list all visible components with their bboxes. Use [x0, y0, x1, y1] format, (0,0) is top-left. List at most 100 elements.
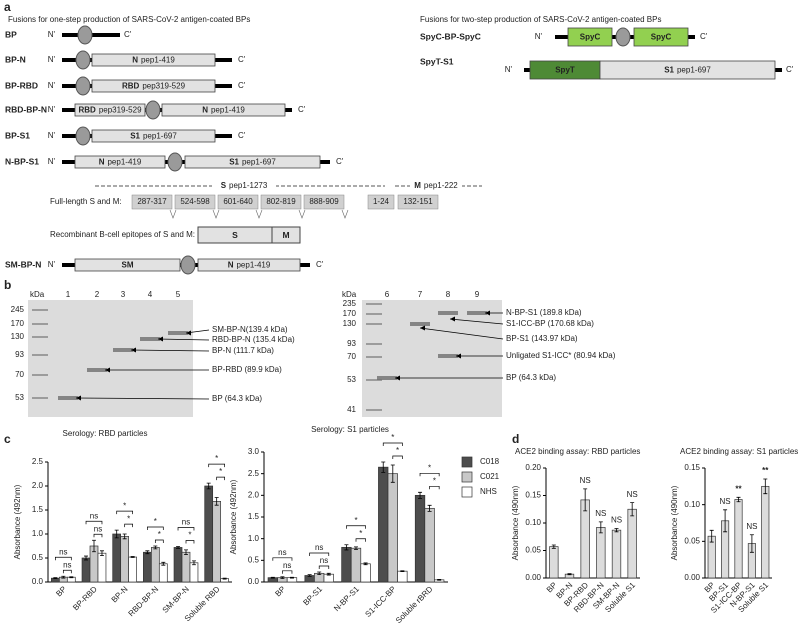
domain-box [91, 79, 216, 93]
segment-label: 524-598 [180, 197, 210, 206]
lane-label: 2 [95, 290, 100, 299]
bar [143, 551, 152, 583]
epitope-label: M [282, 230, 289, 240]
error-bar [400, 570, 405, 572]
panel-label: d [512, 432, 519, 446]
error-bar [598, 521, 603, 534]
chart-title: Serology: RBD particles [63, 429, 148, 438]
cleave-mark [255, 209, 263, 219]
error-bar [114, 529, 119, 539]
bp-core [167, 152, 183, 172]
bar [761, 485, 770, 579]
ladder-band [366, 343, 382, 345]
arrow [449, 318, 504, 325]
y-tick-label: 0.10 [684, 500, 700, 509]
y-tick-label: 0.00 [525, 573, 541, 582]
arrow-head [76, 395, 81, 401]
domain-range: pep1-697 [677, 66, 711, 75]
bp-core [77, 25, 93, 45]
domain-label: SM [122, 261, 134, 270]
error-bar [723, 509, 728, 533]
x-tick-label: BP-N [110, 584, 130, 604]
ladder-band [366, 313, 382, 315]
bar [611, 529, 622, 579]
domain-box [599, 60, 776, 80]
arrow-head [485, 310, 490, 316]
ladder-band [32, 374, 48, 376]
domain-range: pep1-1273 [229, 181, 268, 190]
panel-subtitle: Fusions for one-step production of SARS-… [8, 15, 250, 24]
y-tick-label: 2.0 [248, 490, 260, 499]
y-tick-label: 0.15 [684, 463, 700, 472]
segment-label: 132-151 [403, 197, 433, 206]
error-bar [53, 577, 58, 580]
arrow-head [131, 347, 136, 353]
construct-name: RBD-BP-N [5, 104, 47, 114]
sig-label: NS [580, 476, 591, 485]
bar [350, 547, 362, 583]
cleave-mark [169, 209, 177, 219]
error-bar [69, 576, 74, 579]
marker-label: 41 [347, 405, 356, 414]
sig-bracket [272, 557, 293, 561]
lane-label: 3 [121, 290, 126, 299]
bar [397, 570, 408, 583]
bar [150, 547, 160, 583]
legend-label: NHS [480, 487, 497, 496]
error-bar [736, 496, 741, 503]
construct-name: N-BP-S1 [5, 156, 39, 166]
sig-bracket [185, 540, 195, 544]
band-label: Unligated S1-ICC* (80.94 kDa) [506, 351, 616, 360]
domain-range: pep1-419 [141, 56, 175, 65]
band-label: BP-S1 (143.97 kDa) [506, 334, 578, 343]
bar [360, 563, 371, 583]
arrow [157, 338, 210, 341]
y-tick-label: 0.00 [684, 573, 700, 582]
sig-label: * [428, 463, 431, 472]
sig-bracket [346, 525, 366, 529]
segment [174, 194, 216, 210]
sig-bracket [392, 455, 403, 459]
protein-band [58, 396, 78, 400]
error-bar [176, 546, 181, 549]
marker-label: 53 [15, 393, 24, 402]
sig-label: * [127, 514, 130, 523]
chart-title: Serology: S1 particles [311, 425, 389, 434]
bar [734, 499, 743, 579]
bar [414, 494, 426, 583]
domain-box [197, 258, 301, 272]
error-bar [418, 491, 423, 499]
marker-label: 53 [347, 375, 356, 384]
sig-label: * [188, 531, 191, 540]
legend-swatch [461, 471, 473, 483]
error-bar [161, 561, 166, 566]
error-bar [222, 577, 227, 580]
sig-label: * [123, 501, 126, 510]
bp-core [75, 76, 91, 96]
sig-label: ns [315, 543, 323, 552]
y-tick-label: 1.5 [32, 505, 44, 514]
sig-label: ** [735, 484, 742, 493]
bar [158, 563, 168, 583]
bar [128, 556, 137, 583]
sig-label: ns [94, 524, 102, 533]
sig-label: * [433, 476, 436, 485]
segment [367, 194, 395, 210]
sig-label: * [391, 433, 394, 442]
sig-label: ** [762, 466, 769, 475]
error-bar [145, 550, 150, 555]
error-bar [84, 555, 89, 561]
domain-name: N [99, 158, 105, 167]
y-tick-label: 2.5 [248, 469, 260, 478]
sig-label: * [215, 454, 218, 463]
domain-name: N [228, 261, 234, 270]
lane-label: 5 [176, 290, 181, 299]
sig-bracket [318, 565, 330, 570]
error-bar [191, 560, 196, 566]
legend-swatch [461, 486, 473, 498]
c-terminus: C' [238, 81, 246, 90]
error-bar [437, 579, 442, 581]
protein-band [113, 348, 133, 352]
